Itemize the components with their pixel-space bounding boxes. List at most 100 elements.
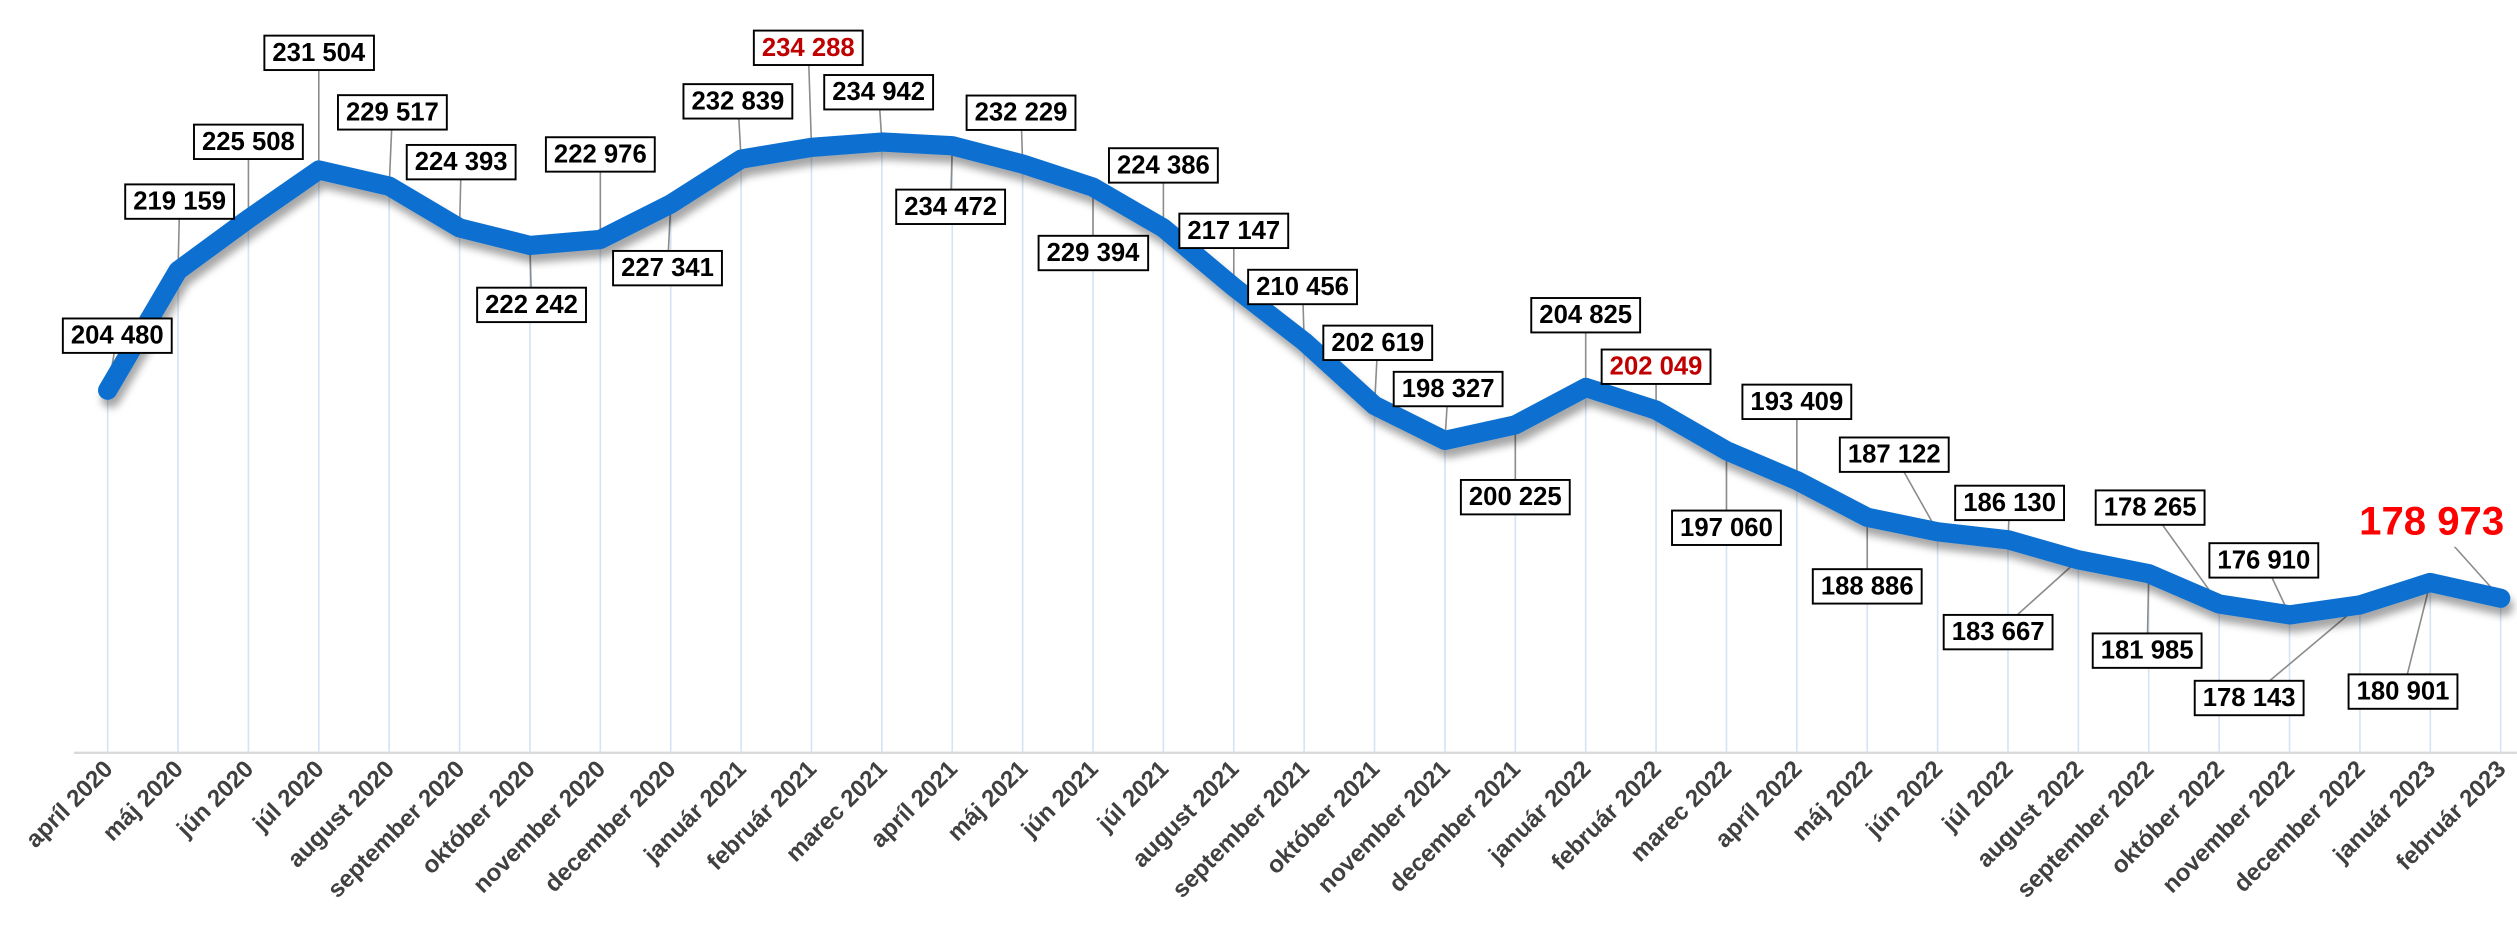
data-label-text: 202 619 xyxy=(1331,329,1424,357)
data-label-text: 234 942 xyxy=(832,78,925,106)
data-label-box xyxy=(1741,383,1853,421)
data-label-text: 198 327 xyxy=(1402,375,1495,403)
data-label-box xyxy=(1530,297,1642,334)
data-label: 225 508 xyxy=(193,123,304,161)
data-label-box xyxy=(1459,478,1571,516)
data-label: 178 265 xyxy=(2094,489,2206,526)
data-label: 219 159 xyxy=(124,183,236,220)
data-label: 202 049 xyxy=(1600,348,1712,385)
x-tick-label: jún 2021 xyxy=(1016,756,1104,844)
leader-line xyxy=(2402,582,2432,692)
data-label-box xyxy=(405,143,517,181)
data-label-box xyxy=(1108,147,1219,184)
data-label-box xyxy=(1247,268,1358,306)
data-label-box xyxy=(1600,348,1712,385)
data-label-box xyxy=(823,74,935,111)
data-label-box xyxy=(193,123,304,161)
data-label: 229 394 xyxy=(1037,234,1150,272)
data-label: 198 327 xyxy=(1392,370,1504,408)
data-label: 224 393 xyxy=(405,143,517,181)
data-label: 234 942 xyxy=(823,74,935,111)
data-label: 180 901 xyxy=(2347,673,2459,710)
data-label: 181 985 xyxy=(2091,632,2203,669)
data-label-box xyxy=(2347,673,2459,710)
data-label-text: 178 973 xyxy=(2359,499,2504,544)
data-label-text: 204 825 xyxy=(1539,301,1632,329)
data-label-box xyxy=(544,136,656,173)
data-label-text: 232 229 xyxy=(975,99,1068,127)
data-label-text: 181 985 xyxy=(2101,637,2194,665)
data-label-text: 188 886 xyxy=(1821,572,1914,600)
data-label-box xyxy=(1037,234,1150,272)
data-label-box xyxy=(2208,542,2320,579)
data-label-box xyxy=(263,34,375,72)
data-label-text: 224 393 xyxy=(415,148,508,176)
data-label: 204 480 xyxy=(61,317,173,354)
data-label-box xyxy=(2193,679,2305,717)
data-label: 210 456 xyxy=(1247,268,1358,306)
data-label: 234 288 xyxy=(752,29,864,66)
data-label-text: 187 122 xyxy=(1848,441,1941,469)
data-label: 232 229 xyxy=(965,94,1077,131)
data-label: 202 619 xyxy=(1322,324,1434,362)
data-label: 227 341 xyxy=(612,249,723,287)
data-label-box xyxy=(1392,370,1504,408)
data-label: 186 130 xyxy=(1954,484,2065,522)
x-tick-label: jún 2020 xyxy=(171,756,259,844)
data-label-text: 178 265 xyxy=(2104,494,2197,522)
data-label-box xyxy=(61,317,173,354)
data-label-text: 186 130 xyxy=(1963,489,2056,517)
x-tick-label: apríl 2020 xyxy=(21,756,119,854)
data-label: 222 242 xyxy=(476,286,587,324)
data-label-box xyxy=(612,249,723,287)
data-label: 234 472 xyxy=(895,188,1007,225)
data-label-box xyxy=(476,286,587,324)
data-label-box xyxy=(1322,324,1434,362)
data-label-text: 197 060 xyxy=(1680,514,1773,542)
data-label: 183 667 xyxy=(1942,613,2054,651)
data-label: 231 504 xyxy=(263,34,375,72)
data-label: 200 225 xyxy=(1459,478,1571,516)
data-label-box xyxy=(1178,212,1290,250)
data-label-text: 224 386 xyxy=(1117,151,1210,179)
data-label-box xyxy=(337,94,448,131)
data-label-box xyxy=(1954,484,2065,522)
data-label-text: 176 910 xyxy=(2217,546,2310,574)
data-label-text: 219 159 xyxy=(133,188,226,216)
data-label-box xyxy=(965,94,1077,131)
data-label-text: 210 456 xyxy=(1256,273,1349,301)
data-label: 229 517 xyxy=(337,94,448,131)
data-label: 187 122 xyxy=(1838,436,1950,473)
data-label-box xyxy=(124,183,236,220)
data-label: 178 973 xyxy=(2351,495,2513,547)
line-series xyxy=(98,132,2511,625)
data-label-box xyxy=(1811,568,1923,605)
data-label-box xyxy=(682,83,794,120)
data-label-text: 231 504 xyxy=(272,39,366,67)
data-label-text: 234 472 xyxy=(904,193,997,221)
data-label-text: 234 288 xyxy=(762,34,855,62)
data-label-text: 217 147 xyxy=(1187,217,1280,245)
data-label: 222 976 xyxy=(544,136,656,173)
data-label-box xyxy=(1671,509,1782,546)
data-label: 204 825 xyxy=(1530,297,1642,334)
data-label-text: 200 225 xyxy=(1469,483,1562,511)
x-tick-label: jún 2022 xyxy=(1860,756,1948,844)
data-label-text: 222 976 xyxy=(554,140,647,168)
data-label-text: 225 508 xyxy=(202,128,295,156)
data-label-text: 227 341 xyxy=(621,254,714,282)
data-label: 176 910 xyxy=(2208,542,2320,579)
data-label: 224 386 xyxy=(1108,147,1219,184)
data-label-text: 222 242 xyxy=(485,291,578,319)
data-label: 197 060 xyxy=(1671,509,1782,546)
data-label-text: 229 394 xyxy=(1047,239,1141,267)
data-label-box xyxy=(1838,436,1950,473)
data-label-box xyxy=(2351,495,2513,547)
data-label-box xyxy=(752,29,864,66)
data-label: 178 143 xyxy=(2193,679,2305,717)
data-label-text: 202 049 xyxy=(1610,353,1703,381)
data-label-text: 232 839 xyxy=(691,87,784,115)
data-label: 217 147 xyxy=(1178,212,1290,250)
data-label-box xyxy=(1942,613,2054,651)
